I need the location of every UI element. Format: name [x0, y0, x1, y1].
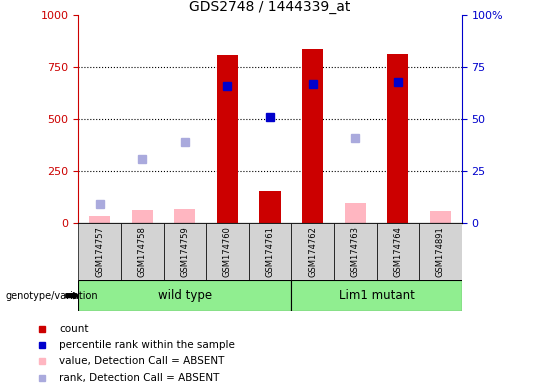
Bar: [302, 48, 323, 223]
Bar: [89, 217, 110, 223]
Text: GSM174759: GSM174759: [180, 226, 190, 277]
Bar: [121, 223, 164, 280]
Bar: [387, 54, 408, 223]
Bar: [217, 55, 238, 223]
Text: value, Detection Call = ABSENT: value, Detection Call = ABSENT: [59, 356, 225, 366]
Bar: [132, 210, 153, 223]
FancyArrow shape: [66, 293, 78, 299]
Bar: [206, 223, 249, 280]
Text: genotype/variation: genotype/variation: [5, 291, 98, 301]
Text: GSM174763: GSM174763: [350, 226, 360, 277]
Text: wild type: wild type: [158, 289, 212, 302]
Bar: [164, 223, 206, 280]
Bar: [259, 190, 281, 223]
Bar: [291, 280, 462, 311]
Text: GSM174764: GSM174764: [393, 226, 402, 277]
Bar: [419, 223, 462, 280]
Text: GSM174891: GSM174891: [436, 226, 445, 277]
Bar: [174, 209, 195, 223]
Bar: [78, 223, 121, 280]
Bar: [249, 223, 291, 280]
Bar: [345, 203, 366, 223]
Text: count: count: [59, 324, 89, 334]
Text: GSM174762: GSM174762: [308, 226, 317, 277]
Text: rank, Detection Call = ABSENT: rank, Detection Call = ABSENT: [59, 374, 219, 384]
Text: GSM174761: GSM174761: [266, 226, 274, 277]
Text: GSM174760: GSM174760: [223, 226, 232, 277]
Title: GDS2748 / 1444339_at: GDS2748 / 1444339_at: [190, 0, 350, 14]
Bar: [78, 280, 291, 311]
Bar: [376, 223, 419, 280]
Text: percentile rank within the sample: percentile rank within the sample: [59, 339, 235, 349]
Text: GSM174758: GSM174758: [138, 226, 147, 277]
Text: GSM174757: GSM174757: [95, 226, 104, 277]
Text: Lim1 mutant: Lim1 mutant: [339, 289, 414, 302]
Bar: [334, 223, 376, 280]
Bar: [291, 223, 334, 280]
Bar: [430, 211, 451, 223]
